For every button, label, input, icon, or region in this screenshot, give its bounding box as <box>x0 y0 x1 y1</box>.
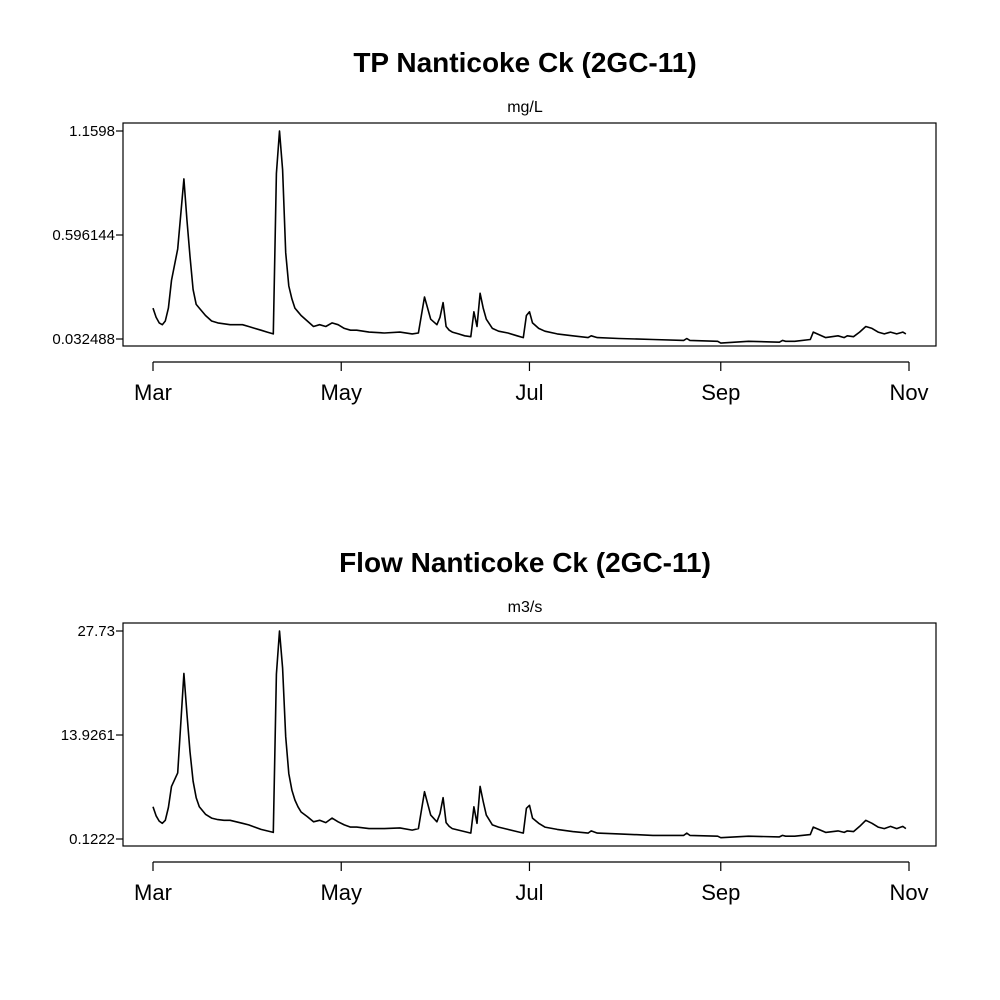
y-tick-label: 0.032488 <box>52 331 115 348</box>
x-tick-label: Sep <box>701 880 740 905</box>
x-tick-label: Nov <box>889 880 928 905</box>
chart-units-subtitle: mg/L <box>507 99 543 116</box>
y-tick-label: 1.1598 <box>69 123 115 140</box>
y-tick-label: 0.596144 <box>52 227 115 244</box>
series-line <box>152 130 907 344</box>
y-tick-label: 27.73 <box>77 623 115 640</box>
x-tick-label: Mar <box>134 380 172 405</box>
x-tick-label: Sep <box>701 380 740 405</box>
y-tick-label: 0.1222 <box>69 831 115 848</box>
x-tick-label: Mar <box>134 880 172 905</box>
y-tick-label: 13.9261 <box>61 727 115 744</box>
chart-units-subtitle: m3/s <box>508 599 543 616</box>
x-tick-label: May <box>320 380 362 405</box>
x-tick-label: Nov <box>889 380 928 405</box>
plot-frame <box>122 622 937 847</box>
series-line <box>152 630 907 839</box>
x-tick-label: Jul <box>515 380 543 405</box>
chart-title: Flow Nanticoke Ck (2GC-11) <box>339 547 711 578</box>
chart-title: TP Nanticoke Ck (2GC-11) <box>353 47 696 78</box>
x-tick-label: May <box>320 880 362 905</box>
x-tick-label: Jul <box>515 880 543 905</box>
